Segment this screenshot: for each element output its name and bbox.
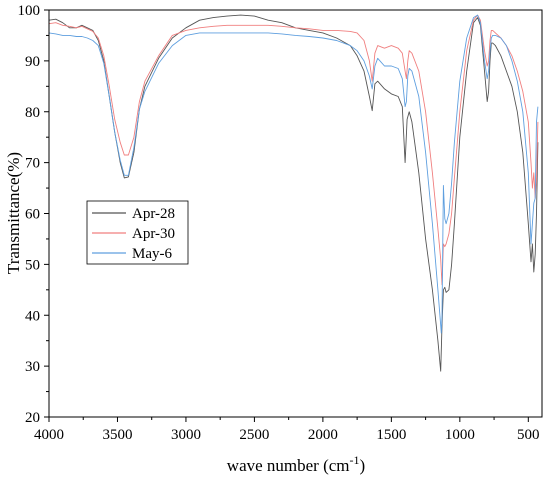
legend: Apr-28 Apr-30 May-6 (86, 200, 189, 265)
series-layer (48, 14, 539, 372)
y-tick-label: 30 (25, 359, 40, 375)
y-tick-label: 80 (25, 105, 40, 121)
y-axis-title: Transmittance(%) (4, 152, 23, 274)
y-tick-label: 90 (25, 54, 40, 70)
x-tick-label: 4000 (34, 427, 64, 443)
legend-label-apr-30: Apr-30 (132, 226, 175, 242)
y-tick-label: 40 (25, 308, 40, 324)
x-tick-label: 500 (517, 427, 540, 443)
x-tick-label: 1500 (376, 427, 406, 443)
series-line-may-6 (48, 14, 539, 334)
series-line-apr-30 (48, 14, 539, 286)
legend-label-apr-28: Apr-28 (132, 206, 175, 222)
series-line-apr-28 (48, 14, 539, 372)
x-tick-label: 2500 (239, 427, 269, 443)
y-tick-label: 50 (25, 257, 40, 273)
x-tick-label: 3500 (102, 427, 132, 443)
x-axis-ticks: 4000 3500 3000 2500 2000 1500 1000 500 (34, 417, 540, 443)
y-tick-label: 70 (25, 156, 40, 172)
x-tick-label: 3000 (171, 427, 201, 443)
y-axis-ticks: 20 30 40 50 60 70 80 90 100 (18, 3, 49, 426)
legend-label-may-6: May-6 (132, 246, 172, 262)
x-tick-label: 2000 (308, 427, 338, 443)
y-tick-label: 60 (25, 207, 40, 223)
y-tick-label: 20 (25, 410, 40, 426)
x-axis-title: wave number (cm-1) (227, 453, 365, 475)
y-tick-label: 100 (18, 3, 41, 19)
x-tick-label: 1000 (445, 427, 475, 443)
